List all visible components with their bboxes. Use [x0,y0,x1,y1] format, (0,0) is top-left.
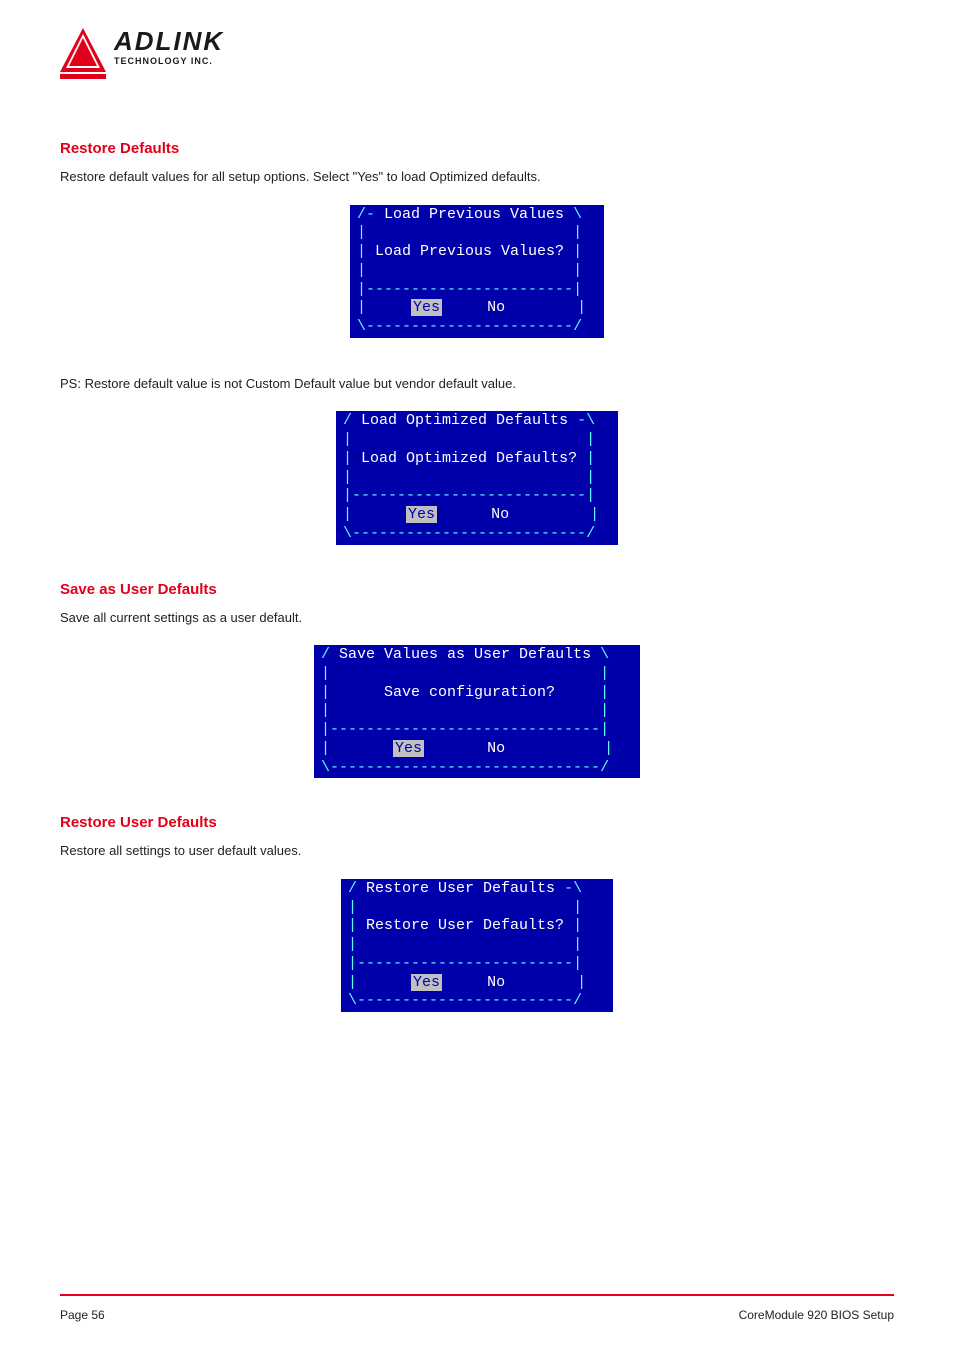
dialog-question: Load Previous Values? [375,243,564,260]
dialog-yes-button[interactable]: Yes [411,974,442,991]
dialog-question: Save configuration? [384,684,555,701]
dialog-question: Restore User Defaults? [366,917,564,934]
section-restore-defaults: Restore Defaults Restore default values … [60,140,894,545]
footer-divider [60,1294,894,1296]
logo-area: ADLINK TECHNOLOGY INC. [60,28,894,80]
dialog-title: Load Previous Values [384,206,564,223]
dialog-save-user-defaults: / Save Values as User Defaults \ | | | S… [314,645,640,778]
logo-mark [60,28,106,80]
section-title: Restore User Defaults [60,814,894,831]
logo-main: ADLINK [114,28,224,54]
dialog-title: Load Optimized Defaults [361,412,568,429]
dialog-no-button[interactable]: No [491,506,509,523]
section-desc: Restore all settings to user default val… [60,841,894,861]
footer-page: Page 56 [60,1308,105,1322]
dialog-restore-user-defaults: / Restore User Defaults -\ | | | Restore… [341,879,613,1012]
section-desc: Restore default values for all setup opt… [60,167,894,187]
footer-doc: CoreModule 920 BIOS Setup [739,1308,894,1322]
section-title: Restore Defaults [60,140,894,157]
dialog-no-button[interactable]: No [487,740,505,757]
page-root: ADLINK TECHNOLOGY INC. Restore Defaults … [0,0,954,1012]
logo-sub: TECHNOLOGY INC. [114,56,224,66]
dialog-load-previous: /- Load Previous Values \ | | | Load Pre… [350,205,604,338]
dialog-question: Load Optimized Defaults? [361,450,577,467]
section-title: Save as User Defaults [60,581,894,598]
section-desc: Save all current settings as a user defa… [60,608,894,628]
footer: Page 56 CoreModule 920 BIOS Setup [60,1308,894,1322]
dialog-load-optimized: / Load Optimized Defaults -\ | | | Load … [336,411,618,544]
section-restore-user-defaults: Restore User Defaults Restore all settin… [60,814,894,1012]
logo-text: ADLINK TECHNOLOGY INC. [114,28,224,66]
dialog-yes-button[interactable]: Yes [406,506,437,523]
dialog-no-button[interactable]: No [487,299,505,316]
dialog-yes-button[interactable]: Yes [393,740,424,757]
dialog-title: Save Values as User Defaults [339,646,591,663]
section-save-user-defaults: Save as User Defaults Save all current s… [60,581,894,779]
dialog-title: Restore User Defaults [366,880,555,897]
dialog-no-button[interactable]: No [487,974,505,991]
dialog-yes-button[interactable]: Yes [411,299,442,316]
section-note: PS: Restore default value is not Custom … [60,374,894,394]
